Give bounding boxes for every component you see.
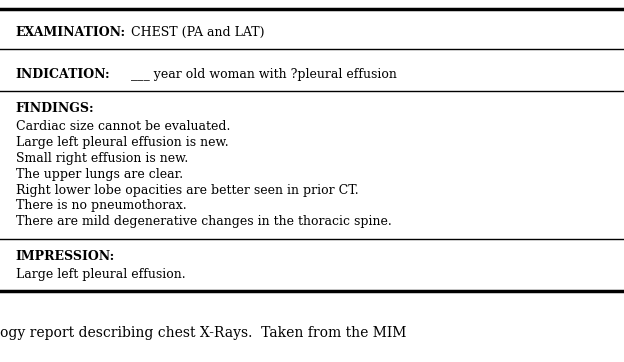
Text: EXAMINATION:: EXAMINATION:: [16, 26, 125, 39]
Text: INDICATION:: INDICATION:: [16, 68, 110, 81]
Text: ogy report describing chest X-Rays.  Taken from the MIM: ogy report describing chest X-Rays. Take…: [0, 326, 406, 340]
Text: Large left pleural effusion.: Large left pleural effusion.: [16, 268, 185, 281]
Text: Large left pleural effusion is new.: Large left pleural effusion is new.: [16, 136, 228, 149]
Text: IMPRESSION:: IMPRESSION:: [16, 250, 115, 263]
Text: ___ year old woman with ?pleural effusion: ___ year old woman with ?pleural effusio…: [131, 68, 397, 81]
Text: Cardiac size cannot be evaluated.: Cardiac size cannot be evaluated.: [16, 120, 230, 133]
Text: There are mild degenerative changes in the thoracic spine.: There are mild degenerative changes in t…: [16, 215, 391, 228]
Text: Right lower lobe opacities are better seen in prior CT.: Right lower lobe opacities are better se…: [16, 184, 358, 197]
Text: CHEST (PA and LAT): CHEST (PA and LAT): [131, 26, 265, 39]
Text: There is no pneumothorax.: There is no pneumothorax.: [16, 199, 186, 212]
Text: The upper lungs are clear.: The upper lungs are clear.: [16, 168, 183, 181]
Text: Small right effusion is new.: Small right effusion is new.: [16, 152, 188, 165]
Text: FINDINGS:: FINDINGS:: [16, 102, 94, 115]
